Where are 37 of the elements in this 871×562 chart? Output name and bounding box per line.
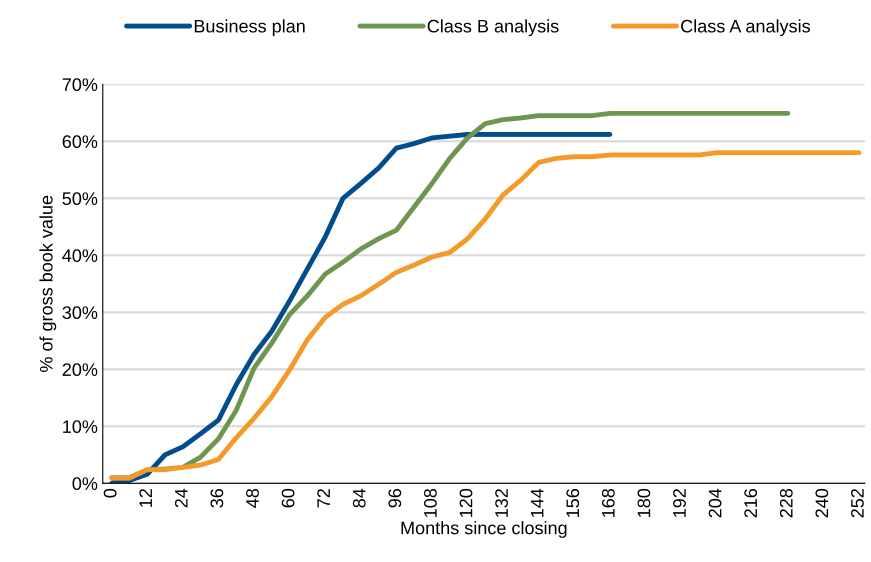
x-tick-label: 240: [815, 488, 828, 518]
x-tick-label: 48: [246, 488, 259, 508]
x-tick-label: 180: [638, 488, 650, 517]
x-tick-label: 204: [708, 488, 722, 518]
x-tick-label: 84: [352, 488, 366, 508]
x-tick-label: 108: [424, 488, 437, 517]
x-tick-label: 192: [673, 489, 686, 517]
x-tick-label: 132: [495, 489, 508, 517]
x-tick-label: 36: [210, 488, 224, 508]
legend-label: Business plan: [194, 19, 305, 36]
line-series: [109, 150, 862, 481]
y-tick-label: 50%: [62, 192, 98, 206]
x-tick-label: 252: [851, 489, 864, 518]
x-tick-label: 216: [744, 488, 758, 518]
x-tick-label: 120: [460, 488, 472, 517]
x-tick-label: 228: [780, 488, 793, 518]
y-tick-label: 70%: [62, 78, 98, 92]
legend-label: Class B analysis: [428, 19, 559, 36]
y-tick-label: 60%: [62, 135, 98, 148]
x-tick-label: 156: [566, 488, 580, 517]
x-tick-label: 168: [602, 488, 615, 517]
x-tick-label: 96: [388, 488, 402, 508]
y-tick-label: 40%: [62, 249, 98, 262]
legend-label: Class A analysis: [681, 19, 810, 36]
x-tick-label: 24: [174, 488, 188, 508]
x-tick-label: 72: [317, 489, 330, 508]
line-series: [109, 132, 612, 484]
x-tick-label: 0: [104, 488, 117, 498]
x-tick-label: 60: [282, 488, 294, 508]
x-tick-label: 12: [139, 489, 152, 507]
y-tick-label: 30%: [62, 306, 98, 320]
y-axis-title: % of gross book value: [39, 196, 56, 372]
y-tick-label: 0%: [72, 477, 98, 490]
y-tick-label: 20%: [62, 363, 98, 376]
x-axis-title: Months since closing: [402, 521, 566, 538]
x-tick-label: 144: [530, 488, 544, 517]
y-tick-label: 10%: [63, 420, 98, 434]
